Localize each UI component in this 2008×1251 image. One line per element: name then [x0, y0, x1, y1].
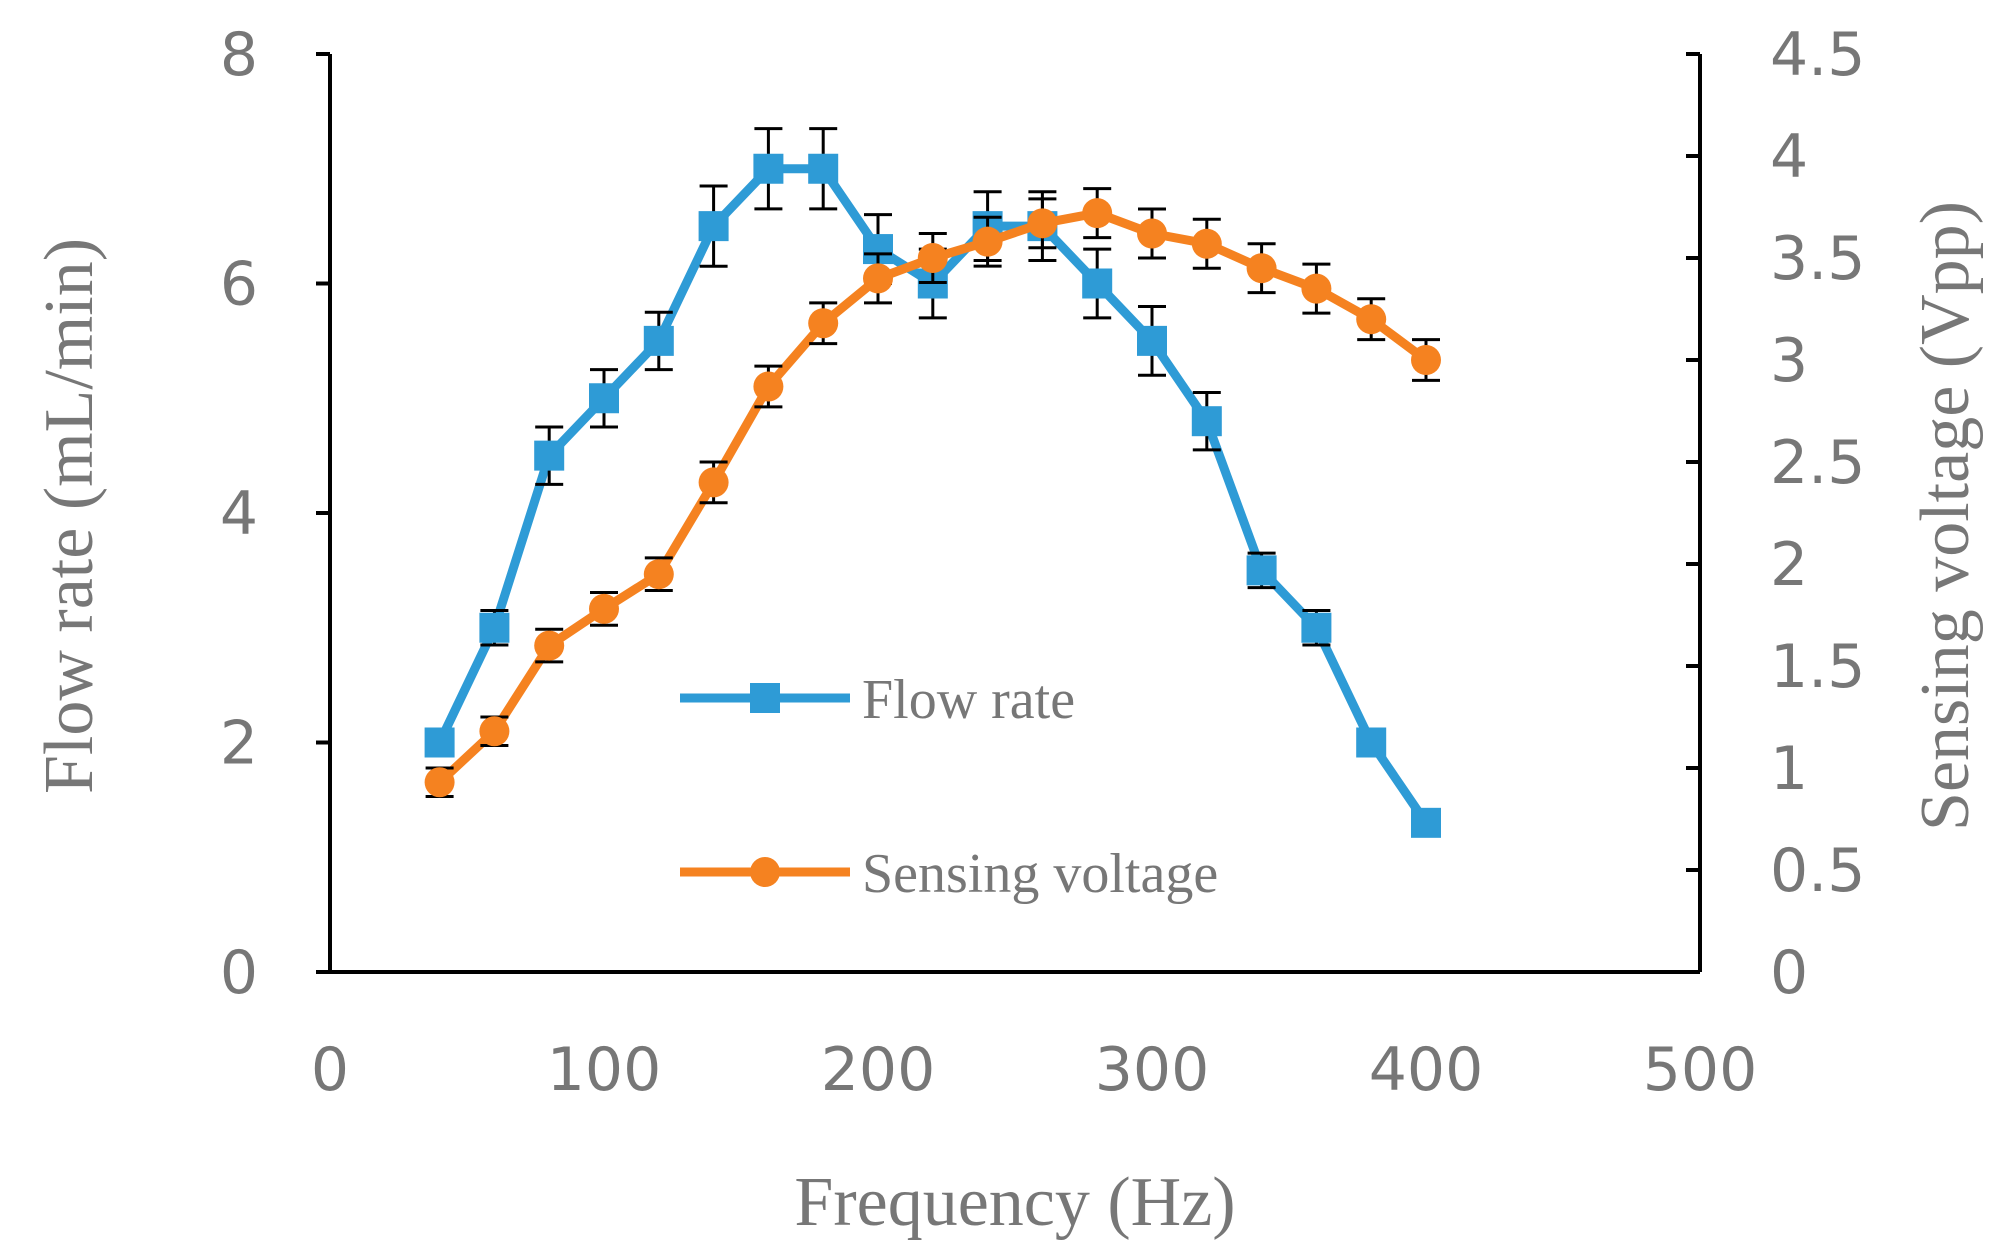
sensing-voltage-point [479, 716, 510, 747]
sensing-voltage-point [808, 308, 839, 339]
right-y-tick-label: 2.5 [1770, 428, 1865, 498]
x-tick-label: 0 [311, 1035, 349, 1105]
sensing-voltage-series [424, 187, 1441, 799]
x-tick-label: 500 [1643, 1035, 1758, 1105]
flow-rate-point [1137, 325, 1167, 356]
x-tick-label: 100 [547, 1035, 662, 1105]
flow-rate-point [698, 211, 729, 242]
flow-rate-point [1411, 807, 1441, 838]
left-y-axis-ticks: 0 2 4 6 8 [220, 20, 330, 1008]
x-axis-ticks: 0 100 200 300 400 500 [311, 1035, 1757, 1105]
x-tick-label: 200 [821, 1035, 936, 1105]
sensing-voltage-point [1411, 345, 1441, 375]
sensing-voltage-point [753, 371, 784, 402]
right-y-tick-label: 0 [1770, 938, 1808, 1008]
flow-rate-point [753, 153, 784, 184]
right-y-tick-label: 4 [1770, 122, 1808, 192]
flow-rate-point [589, 383, 619, 414]
sensing-voltage-point [1137, 218, 1167, 249]
flow-rate-point [534, 440, 565, 471]
right-y-tick-label: 3 [1770, 326, 1808, 396]
x-axis-title: Frequency (Hz) [794, 1164, 1235, 1241]
flow-rate-point [808, 153, 839, 184]
right-y-tick-label: 2 [1770, 530, 1808, 600]
flow-rate-point [424, 727, 455, 758]
sensing-voltage-point [972, 226, 1003, 257]
sensing-voltage-point [589, 593, 619, 624]
flow-rate-point [643, 325, 674, 356]
left-y-tick-label: 6 [220, 250, 258, 320]
flow-rate-point [1246, 555, 1277, 586]
sensing-voltage-point [1082, 198, 1113, 229]
sensing-voltage-point [1301, 273, 1332, 304]
left-y-tick-label: 0 [220, 938, 258, 1008]
sensing-voltage-point [1246, 253, 1277, 284]
sensing-voltage-point [863, 263, 893, 294]
sensing-voltage-point [917, 243, 948, 273]
sensing-voltage-point [534, 630, 565, 661]
right-y-tick-label: 4.5 [1770, 20, 1865, 90]
legend-flow-rate-label: Flow rate [862, 669, 1075, 731]
left-y-axis-title: Flow rate (mL/min) [31, 238, 108, 794]
series-layer [424, 127, 1441, 838]
flow-rate-point [1356, 727, 1387, 758]
legend: Flow rate Sensing voltage [680, 669, 1218, 905]
right-y-tick-label: 0.5 [1770, 836, 1865, 906]
sensing-voltage-point [643, 559, 674, 590]
right-y-tick-label: 1 [1770, 734, 1808, 804]
right-y-axis-title: Sensing voltage (Vpp) [1907, 201, 1984, 831]
sensing-voltage-point [1356, 304, 1387, 335]
x-tick-label: 400 [1369, 1035, 1484, 1105]
sensing-voltage-point [424, 767, 455, 798]
sensing-voltage-point [1027, 208, 1058, 239]
left-y-tick-label: 4 [220, 479, 258, 549]
sensing-voltage-point [698, 467, 729, 498]
flow-rate-point [1082, 268, 1113, 299]
left-y-tick-label: 8 [220, 20, 258, 90]
flow-rate-point [1301, 612, 1332, 643]
legend-sensing-voltage-marker [750, 857, 780, 887]
flow-rate-point [1191, 406, 1222, 437]
sensing-voltage-point [1191, 228, 1222, 259]
legend-sensing-voltage-label: Sensing voltage [862, 843, 1218, 905]
x-tick-label: 300 [1095, 1035, 1210, 1105]
flow-rate-point [479, 612, 510, 643]
left-y-tick-label: 2 [220, 709, 258, 779]
right-y-axis-ticks: 0 0.5 1 1.5 2 2.5 3 3.5 4 4.5 [1686, 20, 1865, 1008]
legend-flow-rate-marker [750, 683, 780, 713]
right-y-tick-label: 3.5 [1770, 224, 1865, 294]
right-y-tick-label: 1.5 [1770, 632, 1865, 702]
